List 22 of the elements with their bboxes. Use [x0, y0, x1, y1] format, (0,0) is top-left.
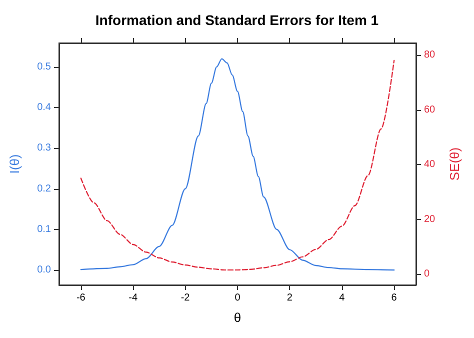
y2-tick-label: 20: [424, 214, 436, 225]
y2-axis-title: SE(θ): [447, 147, 462, 181]
y-tick-label: 0.1: [37, 224, 52, 235]
x-tick-label: -2: [180, 292, 190, 304]
x-tick-label: -4: [128, 292, 138, 304]
y-tick-label: 0.2: [37, 183, 52, 194]
chart-title: Information and Standard Errors for Item 1: [95, 12, 379, 28]
y-axis-title: I(θ): [7, 154, 22, 174]
x-axis-title: θ: [234, 310, 242, 325]
y-tick-label: 0.4: [37, 102, 52, 114]
y2-tick-label: 60: [424, 104, 436, 116]
x-tick-label: 2: [286, 292, 293, 304]
x-tick-label: 4: [339, 292, 346, 304]
y2-tick-label: 40: [424, 159, 436, 170]
x-tick-label: -6: [76, 292, 86, 304]
y-tick-label: 0.0: [37, 264, 52, 276]
x-tick-label: 6: [391, 292, 398, 304]
x-tick-label: 0: [234, 292, 241, 304]
y2-tick-label: 0: [424, 268, 430, 280]
y-tick-label: 0.3: [37, 142, 52, 154]
y-tick-label: 0.5: [37, 61, 52, 72]
y2-tick-label: 80: [424, 50, 436, 61]
